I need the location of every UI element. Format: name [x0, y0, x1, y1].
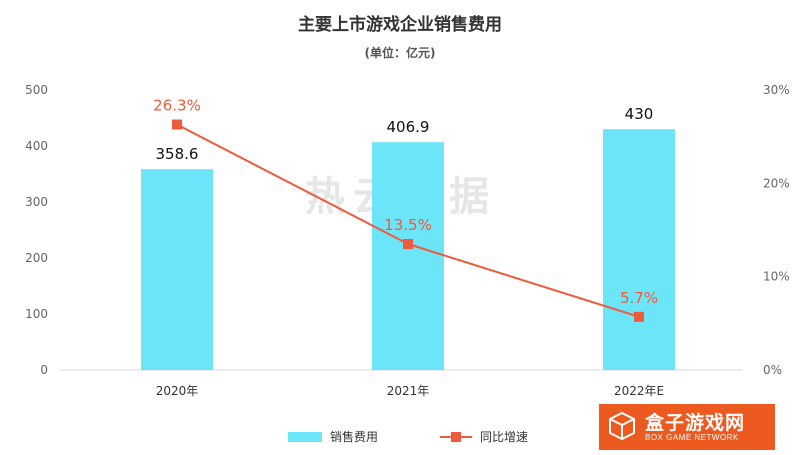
left-tick-label: 400 [25, 139, 48, 153]
bar [603, 129, 675, 370]
chart-subtitle: (单位：亿元) [365, 45, 436, 60]
category-label: 2021年 [387, 384, 430, 398]
legend: 销售费用 同比增速 [288, 429, 528, 444]
right-tick-label: 10% [763, 270, 790, 284]
logo-subtitle: BOX GAME NETWORK [645, 433, 739, 442]
line-value-label: 5.7% [620, 289, 658, 307]
bar-value-label: 358.6 [156, 145, 199, 163]
line-value-label: 26.3% [153, 97, 201, 115]
left-tick-label: 100 [25, 307, 48, 321]
logo: 盒子游戏网 BOX GAME NETWORK [599, 404, 775, 450]
box-logo-icon [609, 411, 635, 441]
bar [372, 142, 444, 370]
logo-name: 盒子游戏网 [645, 413, 746, 434]
legend-swatch-bar [288, 432, 322, 442]
legend-label-bar: 销售费用 [330, 429, 378, 444]
category-label: 2020年 [156, 384, 199, 398]
right-tick-label: 20% [763, 176, 790, 190]
right-tick-label: 30% [763, 83, 790, 97]
left-tick-label: 0 [40, 363, 48, 377]
left-tick-label: 300 [25, 195, 48, 209]
line-point [172, 119, 182, 130]
bar-value-label: 406.9 [387, 118, 430, 136]
left-tick-label: 200 [25, 251, 48, 265]
bar-value-label: 430 [625, 105, 654, 123]
line-point [634, 311, 644, 322]
x-axis-labels: 2020年 2021年 2022年E [156, 384, 664, 398]
line-value-label: 13.5% [384, 216, 432, 234]
chart-title: 主要上市游戏企业销售费用 [298, 14, 502, 35]
bar [141, 169, 213, 370]
right-tick-label: 0% [763, 363, 782, 377]
left-tick-label: 500 [25, 83, 48, 97]
line-series: 26.3% 13.5% 5.7% [153, 97, 658, 322]
right-y-axis: 0% 10% 20% 30% [763, 83, 790, 377]
legend-marker-line [451, 432, 461, 442]
category-label: 2022年E [614, 384, 664, 398]
bar-series: 358.6 406.9 430 [141, 105, 675, 370]
legend-label-line: 同比增速 [480, 430, 528, 444]
left-y-axis: 0 100 200 300 400 500 [25, 83, 48, 377]
line-point [403, 239, 413, 249]
